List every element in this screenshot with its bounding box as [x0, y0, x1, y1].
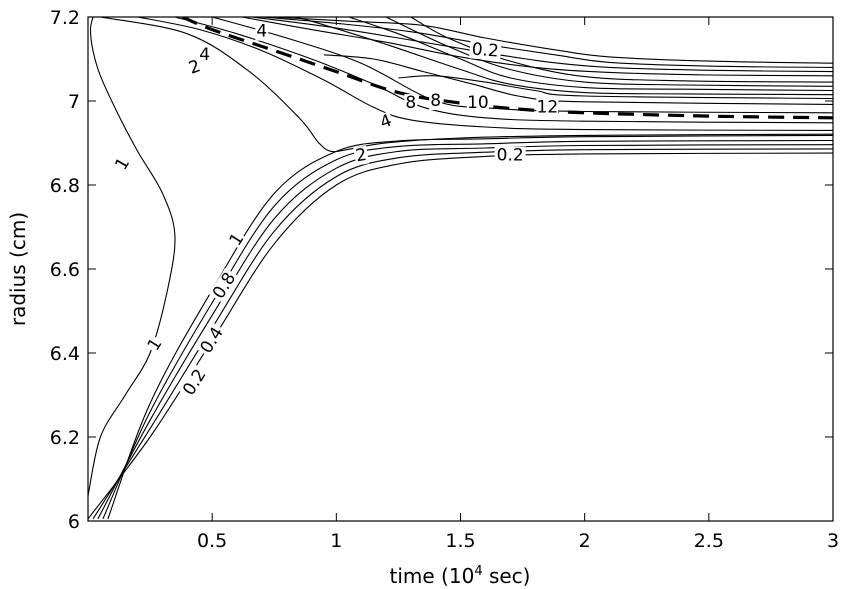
contour-label-background: [536, 98, 559, 117]
y-tick-label: 7.2: [50, 7, 80, 29]
contour-label: 0.2: [471, 39, 500, 61]
contour-label: 8: [430, 91, 441, 111]
contour-label: 8: [405, 93, 416, 113]
contour-line-2: [100, 17, 833, 153]
contour-line-0-6: [251, 17, 833, 73]
contour-label-background: [225, 229, 249, 250]
x-axis-label-suffix: sec): [483, 564, 531, 588]
x-tick-label: 3: [827, 530, 839, 552]
contour-line-8: [212, 17, 833, 114]
contour-label: 4: [256, 22, 267, 42]
x-axis-label-exponent: 4: [474, 564, 482, 579]
contour-label-background: [353, 145, 370, 166]
contour-label-background: [208, 267, 241, 304]
contour-line-0-2: [88, 152, 833, 520]
y-tick-label: 6: [68, 511, 80, 533]
contour-line-0-6: [97, 144, 833, 520]
x-ticks: 0.5 1 1.5 2 2.5 3: [197, 17, 839, 552]
contour-label: 2: [354, 145, 368, 167]
contour-label-background: [255, 22, 269, 41]
contour-label-background: [376, 111, 396, 133]
y-tick-label: 6.6: [50, 259, 80, 281]
y-tick-label: 6.4: [50, 343, 80, 365]
contour-label-background: [466, 94, 489, 113]
contour-line-0-4: [92, 148, 833, 520]
y-tick-label: 6.2: [50, 427, 80, 449]
contour-line-0-8: [102, 139, 833, 520]
y-tick-label: 6.8: [50, 175, 80, 197]
dashed-curve-group: [181, 17, 833, 120]
x-tick-label: 2.5: [694, 530, 724, 552]
x-tick-label: 0.5: [197, 530, 227, 552]
plot-area: [88, 17, 833, 521]
contour-label-background: [185, 56, 204, 79]
x-axis-label-prefix: time (10: [390, 564, 475, 588]
contour-line-10: [323, 54, 833, 105]
y-tick-label: 7: [68, 91, 80, 113]
x-tick-label: 1.5: [445, 530, 475, 552]
dashed-curve: [181, 17, 833, 120]
contour-label-background: [198, 45, 212, 64]
contour-line-0-2: [271, 17, 833, 64]
y-ticks: 6 6.2 6.4 6.6 6.8 7 7.2: [50, 7, 833, 533]
contour-label-background: [178, 364, 211, 401]
contour-label: 10: [467, 93, 489, 113]
contour-lines: [88, 17, 833, 520]
x-tick-label: 1: [330, 530, 342, 552]
contour-line-1: [88, 17, 176, 496]
contour-label: 12: [537, 97, 559, 117]
contour-label-background: [494, 146, 526, 165]
contour-label-background: [429, 92, 443, 110]
contour-label: 4: [199, 45, 210, 65]
contour-label-background: [111, 153, 134, 175]
x-tick-label: 2: [579, 530, 591, 552]
contour-line-6: [293, 17, 833, 96]
contour-label: 0.2: [497, 146, 524, 166]
contour-line-12: [398, 75, 833, 100]
contour-label-background: [404, 94, 418, 113]
contour-line-0-8: [241, 17, 833, 77]
contour-line-0-4: [261, 17, 833, 68]
contour-label-background: [196, 322, 229, 359]
contour-line-4: [348, 17, 833, 92]
contour-label-background: [144, 334, 167, 355]
contour-label-background: [469, 40, 502, 61]
y-axis-label: radius (cm): [6, 212, 30, 326]
contour-line-6: [174, 17, 833, 124]
x-axis-label: time (104 sec): [390, 564, 531, 588]
